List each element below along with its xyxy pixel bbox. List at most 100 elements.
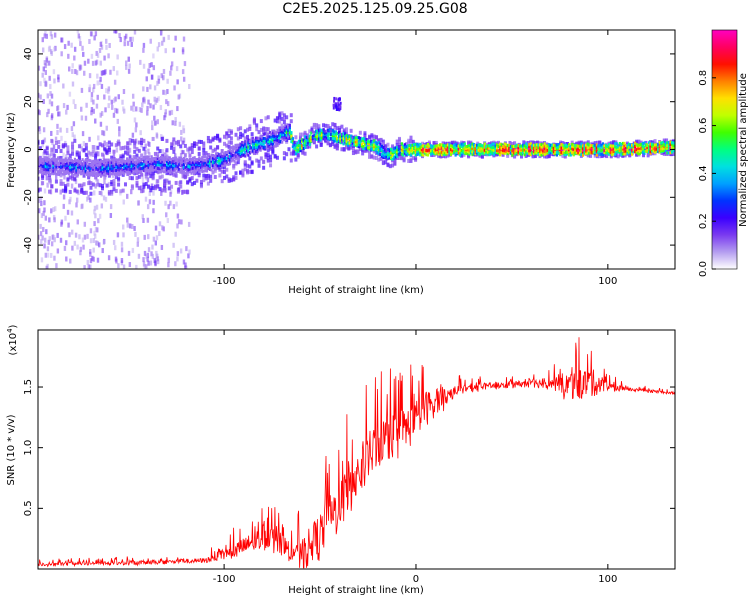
spectrogram-halo-cell [144, 181, 148, 186]
spectrogram-speckle [116, 118, 120, 124]
spectrogram-ridge-cell [336, 140, 339, 144]
spectrogram-ridge-cell [93, 165, 96, 169]
spectrogram-ridge-cell [446, 145, 450, 149]
spectrogram-ridge-cell [443, 151, 446, 155]
spectrogram-ridge-cell [350, 139, 353, 143]
spectrogram-ridge-cell [279, 140, 282, 144]
spectrogram-speckle [53, 255, 56, 261]
spectrogram-speckle [81, 203, 84, 209]
spectrogram-ridge-cell [58, 160, 61, 164]
spectrogram-ridge-cell [193, 167, 196, 171]
spectrogram-ridge-cell [331, 134, 334, 138]
spectrogram-halo-cell [96, 145, 100, 150]
spectrogram-ridge-cell [328, 132, 331, 136]
spectrogram-ridge-cell [354, 138, 357, 142]
spectrogram-halo-cell [100, 143, 104, 148]
spectrogram-ridge-cell [188, 162, 192, 166]
spectrogram-halo-cell [397, 136, 401, 141]
spectrogram-halo-cell [625, 141, 629, 146]
spectrogram-ridge-cell [615, 147, 618, 151]
spectrogram-speckle [43, 207, 46, 213]
spectrogram-ridge-cell [95, 163, 98, 167]
spectrogram-halo-cell [91, 149, 95, 154]
spectrogram-ridge-cell [173, 167, 176, 171]
spectrogram-ridge-cell [99, 167, 103, 171]
spectrogram-ridge-cell [178, 163, 181, 167]
spectrogram-ridge-cell [597, 144, 600, 148]
spectrogram-ridge-cell [147, 163, 150, 167]
spectrogram-speckle [75, 70, 79, 76]
spectrogram-ridge-cell [270, 140, 273, 144]
spectrogram-ridge-cell [499, 150, 502, 154]
spectrogram-ridge-cell [457, 147, 460, 151]
spectrogram-ridge-cell [637, 144, 640, 148]
spectrogram-speckle [90, 97, 93, 103]
spectrogram-ridge-cell [396, 148, 399, 152]
spectrogram-ridge-cell [115, 165, 118, 169]
spectrogram-ridge-cell [611, 153, 614, 157]
spectrogram-speckle [47, 108, 50, 114]
spectrogram-ridge-cell [60, 161, 63, 165]
spectrogram-ridge-cell [101, 171, 104, 175]
spectrogram-ridge-cell [525, 142, 528, 146]
spectrogram-ridge-cell [179, 156, 182, 160]
spectrogram-ridge-cell [66, 163, 69, 167]
spectrogram-speckle [131, 93, 135, 99]
spectrogram-halo-cell [570, 140, 574, 145]
spectrogram-ridge-cell [66, 166, 69, 170]
spectrogram-ridge-cell [130, 164, 133, 168]
spectrogram-ridge-cell [67, 167, 70, 171]
spectrogram-halo-cell [41, 181, 45, 186]
spectrogram-ridge-cell [584, 151, 588, 155]
spectrogram-ridge-cell [238, 153, 241, 157]
spectrogram-ridge-cell [133, 166, 136, 170]
spectrogram-ridge-cell [248, 144, 252, 148]
spectrogram-ridge-cell [500, 143, 503, 147]
spectrogram-ridge-cell [525, 147, 528, 151]
spectrogram-halo-cell [77, 144, 81, 149]
spectrogram-speckle [52, 235, 56, 241]
spectrogram-ridge-cell [545, 151, 548, 155]
spectrogram-ridge-cell [578, 148, 582, 152]
spectrogram-ridge-cell [254, 145, 258, 149]
spectrogram-speckle [63, 44, 67, 50]
spectrogram-ridge-cell [110, 169, 113, 173]
spectrogram-ridge-cell [362, 140, 365, 144]
spectrogram-ridge-cell [277, 129, 281, 133]
spectrogram-speckle [60, 51, 63, 57]
spectrogram-halo-cell [381, 159, 385, 164]
spectrogram-ridge-cell [213, 157, 216, 161]
spectrogram-halo-cell [586, 140, 590, 145]
spectrogram-ridge-cell [190, 166, 193, 170]
spectrogram-ridge-cell [218, 166, 221, 170]
spectrogram-halo-cell [135, 147, 139, 152]
spectrogram-ridge-cell [548, 149, 551, 153]
spectrogram-speckle [161, 225, 164, 231]
spectrogram-ridge-cell [396, 151, 399, 155]
spectrogram-ridge-cell [314, 135, 318, 139]
spectrogram-halo-cell [45, 146, 49, 151]
spectrogram-ridge-cell [360, 142, 364, 146]
spectrogram-ridge-cell [112, 169, 115, 173]
spectrogram-ridge-cell [307, 138, 310, 142]
spectrogram-halo-cell [273, 153, 277, 158]
spectrogram-speckle [151, 125, 154, 131]
spectrogram-speckle [38, 110, 41, 116]
spectrogram-ridge-cell [113, 162, 116, 166]
spectrogram-ridge-cell [546, 145, 549, 149]
spectrogram-ridge-cell [474, 147, 477, 151]
spectrogram-ridge-cell [248, 146, 252, 150]
spectrogram-ridge-cell [110, 158, 113, 162]
spectrogram-ridge-cell [520, 152, 523, 156]
spectrogram-halo-cell [513, 141, 517, 146]
spectrogram-ridge-cell [145, 162, 149, 166]
spectrogram-ridge-cell [239, 145, 242, 149]
spectrogram-x-tick-label: 100 [598, 276, 617, 287]
spectrogram-speckle [94, 118, 97, 124]
spectrogram-speckle [42, 127, 46, 133]
spectrogram-halo-cell [54, 179, 58, 184]
spectrogram-speckle [46, 93, 50, 99]
spectrogram-halo-cell [66, 145, 70, 150]
spectrogram-ridge-cell [299, 144, 302, 148]
